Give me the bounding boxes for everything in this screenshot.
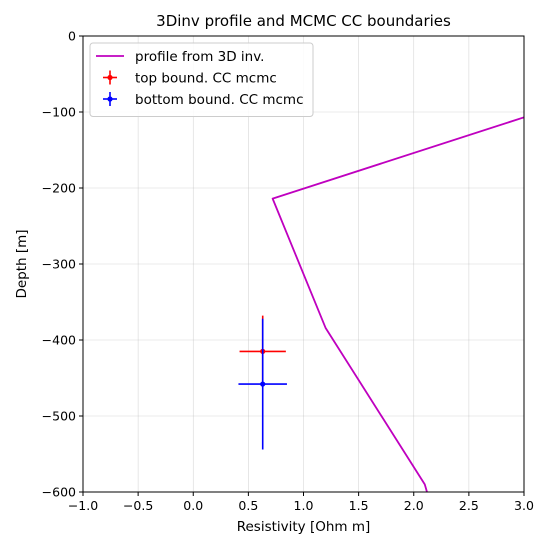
y-axis-ticks: 0 −100 −200 −300 −400 −500 −600 (42, 29, 83, 500)
x-tick-label: −0.5 (123, 498, 153, 513)
y-tick-label: −100 (42, 105, 76, 120)
legend-errorbar-point (107, 74, 113, 81)
x-tick-label: 2.0 (404, 498, 424, 513)
x-axis-ticks: −1.0 −0.5 0.0 0.5 1.0 1.5 2.0 2.5 3.0 (68, 492, 534, 513)
plot-series (238, 116, 524, 492)
profile-line (271, 116, 524, 492)
y-tick-label: −400 (42, 333, 76, 348)
legend-label: profile from 3D inv. (135, 49, 264, 65)
legend-box (89, 42, 314, 117)
y-tick-label: −600 (42, 485, 76, 500)
x-tick-label: 2.5 (459, 498, 479, 513)
y-tick-label: 0 (68, 29, 76, 44)
x-tick-label: 1.0 (294, 498, 314, 513)
legend-label: top bound. CC mcmc (135, 71, 277, 87)
y-tick-label: −300 (42, 257, 76, 272)
legend-label: bottom bound. CC mcmc (135, 92, 304, 108)
x-axis-label: Resistivity [Ohm m] (237, 519, 371, 535)
chart-title: 3Dinv profile and MCMC CC boundaries (156, 12, 451, 30)
x-tick-label: 1.5 (349, 498, 369, 513)
legend-errorbar-point (107, 96, 113, 102)
y-tick-label: −200 (42, 181, 76, 196)
y-axis-label: Depth [m] (14, 229, 30, 298)
x-tick-label: −1.0 (68, 498, 98, 513)
x-tick-label: 0.0 (183, 498, 203, 513)
x-tick-label: 0.5 (238, 498, 258, 513)
errorbar-point (260, 381, 266, 387)
y-tick-label: −500 (42, 409, 76, 424)
x-tick-label: 3.0 (514, 498, 534, 513)
legend: profile from 3D inv. top bound. CC mcmc bo… (89, 42, 314, 117)
